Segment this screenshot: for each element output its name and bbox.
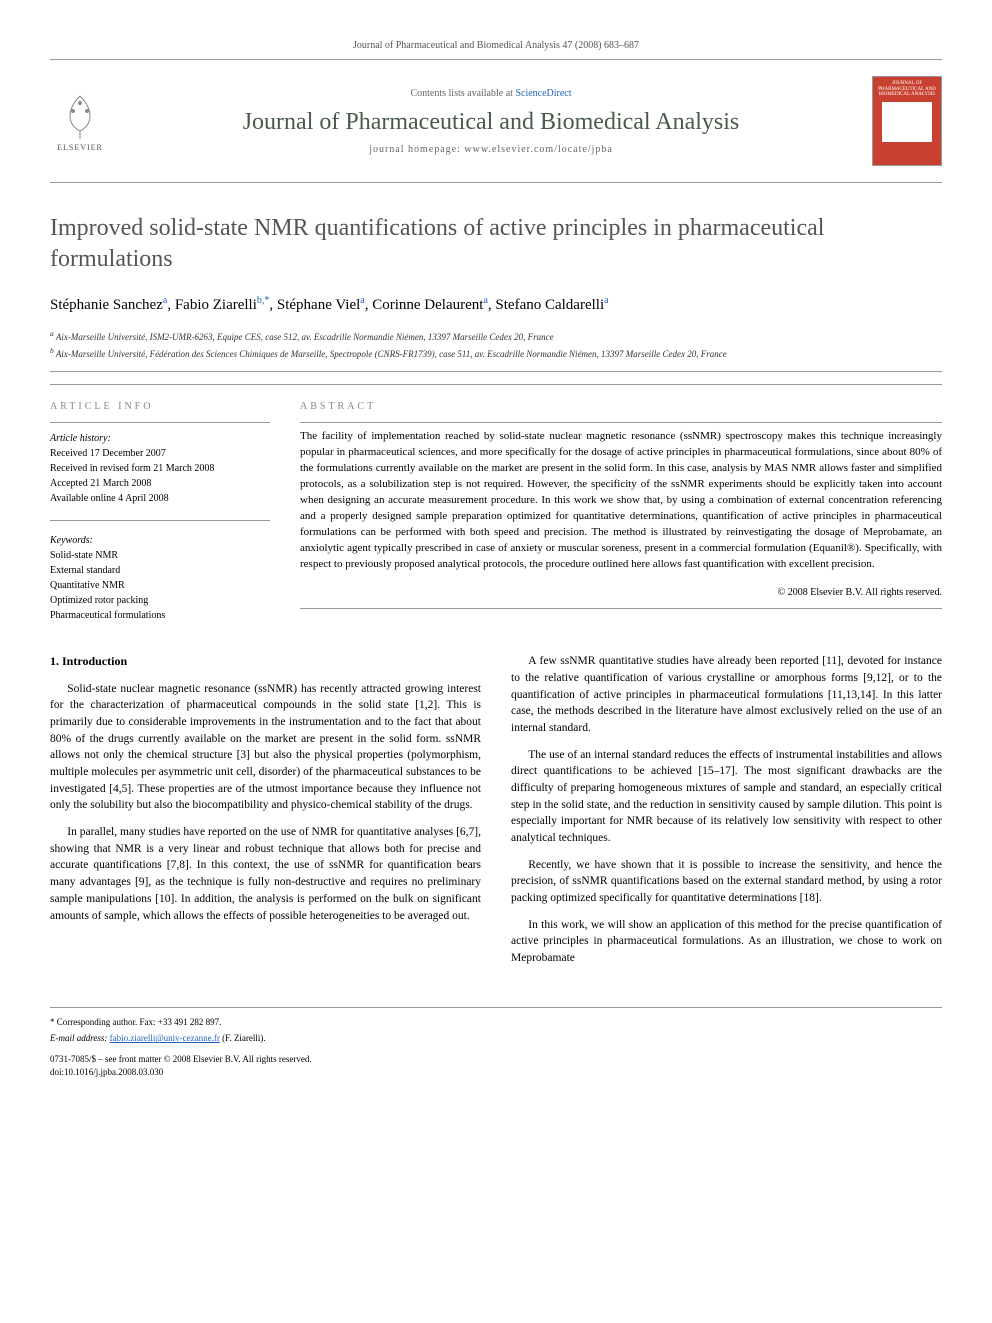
divider xyxy=(50,59,942,60)
journal-homepage: journal homepage: www.elsevier.com/locat… xyxy=(130,144,852,155)
affiliation: b Aix-Marseille Université, Fédération d… xyxy=(50,345,942,362)
keyword: Solid-state NMR xyxy=(50,548,270,563)
divider xyxy=(50,182,942,183)
history-item: Accepted 21 March 2008 xyxy=(50,476,270,491)
keyword: Optimized rotor packing xyxy=(50,593,270,608)
abstract-heading: ABSTRACT xyxy=(300,401,942,412)
keyword: External standard xyxy=(50,563,270,578)
author: Corinne Delaurenta xyxy=(372,297,488,313)
divider xyxy=(300,422,942,423)
homepage-label: journal homepage: xyxy=(369,144,464,155)
running-header: Journal of Pharmaceutical and Biomedical… xyxy=(50,40,942,51)
author: Fabio Ziarellib,* xyxy=(175,297,270,313)
article-info: ARTICLE INFO Article history: Received 1… xyxy=(50,401,270,623)
divider xyxy=(50,371,942,372)
paragraph: In parallel, many studies have reported … xyxy=(50,824,481,924)
author: Stéphane Viela xyxy=(277,297,365,313)
keywords-label: Keywords: xyxy=(50,535,270,546)
elsevier-tree-icon xyxy=(55,91,105,141)
publisher-logo: ELSEVIER xyxy=(50,86,110,156)
email-link[interactable]: fabio.ziarelli@univ-cezanne.fr xyxy=(110,1033,220,1043)
history-item: Received 17 December 2007 xyxy=(50,446,270,461)
journal-title: Journal of Pharmaceutical and Biomedical… xyxy=(130,109,852,136)
affiliation-marker: a xyxy=(483,295,487,306)
author: Stefano Caldarellia xyxy=(495,297,608,313)
cover-title: JOURNAL OF PHARMACEUTICAL AND BIOMEDICAL… xyxy=(877,81,937,98)
author: Stéphanie Sancheza xyxy=(50,297,167,313)
abstract-text: The facility of implementation reached b… xyxy=(300,429,942,572)
doi-line: doi:10.1016/j.jpba.2008.03.030 xyxy=(50,1066,942,1079)
page-footer: * Corresponding author. Fax: +33 491 282… xyxy=(50,1007,942,1078)
corresponding-author: * Corresponding author. Fax: +33 491 282… xyxy=(50,1016,942,1029)
info-abstract-row: ARTICLE INFO Article history: Received 1… xyxy=(50,384,942,623)
homepage-url: www.elsevier.com/locate/jpba xyxy=(464,144,612,155)
affiliation-marker: a xyxy=(360,295,364,306)
publisher-name: ELSEVIER xyxy=(57,143,103,152)
keyword: Quantitative NMR xyxy=(50,578,270,593)
abstract-copyright: © 2008 Elsevier B.V. All rights reserved… xyxy=(300,587,942,598)
affiliations: a Aix-Marseille Université, ISM2-UMR-626… xyxy=(50,328,942,361)
info-heading: ARTICLE INFO xyxy=(50,401,270,412)
divider xyxy=(300,608,942,609)
cover-image-placeholder xyxy=(882,102,932,142)
paragraph: Recently, we have shown that it is possi… xyxy=(511,857,942,907)
email-line: E-mail address: fabio.ziarelli@univ-ceza… xyxy=(50,1032,942,1045)
article-title: Improved solid-state NMR quantifications… xyxy=(50,213,942,275)
section-heading: 1. Introduction xyxy=(50,653,481,670)
sciencedirect-link[interactable]: ScienceDirect xyxy=(515,88,571,99)
paragraph: Solid-state nuclear magnetic resonance (… xyxy=(50,681,481,814)
masthead-center: Contents lists available at ScienceDirec… xyxy=(130,88,852,155)
divider xyxy=(50,422,270,423)
affiliation-marker: a xyxy=(163,295,167,306)
masthead: ELSEVIER Contents lists available at Sci… xyxy=(50,66,942,176)
paragraph: The use of an internal standard reduces … xyxy=(511,747,942,847)
divider xyxy=(50,520,270,521)
email-label: E-mail address: xyxy=(50,1033,107,1043)
author-list: Stéphanie Sancheza, Fabio Ziarellib,*, S… xyxy=(50,295,942,314)
keywords-block: Keywords: Solid-state NMR External stand… xyxy=(50,535,270,623)
paragraph: A few ssNMR quantitative studies have al… xyxy=(511,653,942,736)
contents-available: Contents lists available at ScienceDirec… xyxy=(130,88,852,99)
paragraph: In this work, we will show an applicatio… xyxy=(511,917,942,967)
history-item: Received in revised form 21 March 2008 xyxy=(50,461,270,476)
history-label: Article history: xyxy=(50,433,270,444)
affiliation-marker: a xyxy=(604,295,608,306)
contents-prefix: Contents lists available at xyxy=(410,88,515,99)
history-item: Available online 4 April 2008 xyxy=(50,491,270,506)
journal-cover-thumbnail: JOURNAL OF PHARMACEUTICAL AND BIOMEDICAL… xyxy=(872,76,942,166)
issn-line: 0731-7085/$ – see front matter © 2008 El… xyxy=(50,1053,942,1066)
keyword: Pharmaceutical formulations xyxy=(50,608,270,623)
article-body: 1. Introduction Solid-state nuclear magn… xyxy=(50,653,942,966)
affiliation-marker: b,* xyxy=(257,295,270,306)
abstract: ABSTRACT The facility of implementation … xyxy=(300,401,942,623)
email-name: (F. Ziarelli). xyxy=(222,1033,266,1043)
affiliation: a Aix-Marseille Université, ISM2-UMR-626… xyxy=(50,328,942,345)
